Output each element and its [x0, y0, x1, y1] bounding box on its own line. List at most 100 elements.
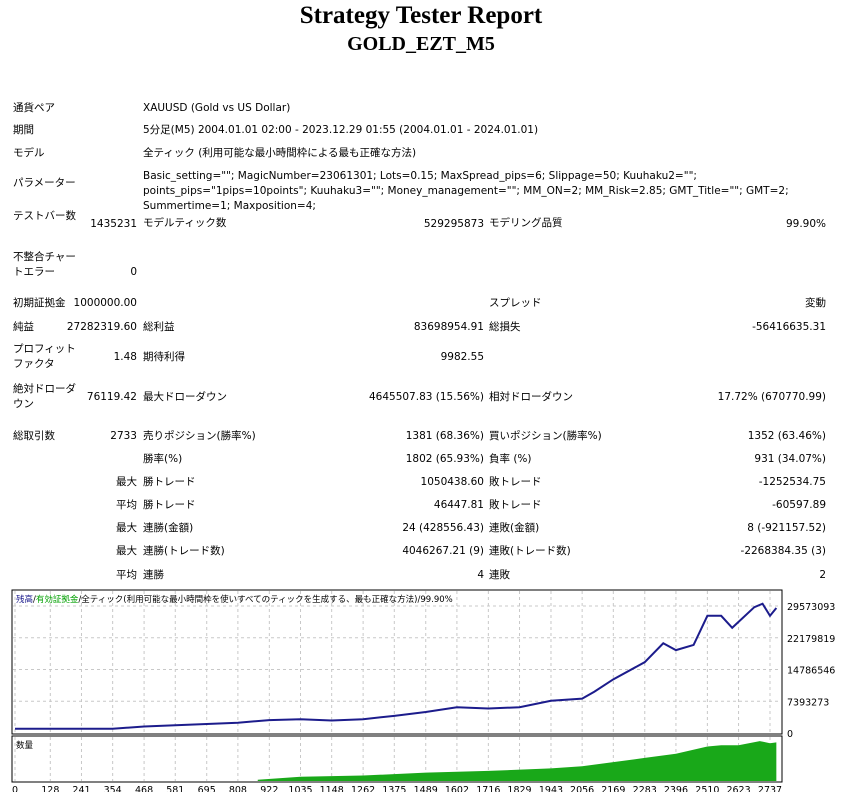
stat-prefix: 最大	[116, 476, 137, 488]
stat-label: 連勝	[143, 569, 164, 581]
x-tick-label: 2623	[726, 785, 750, 792]
stat-value: 0	[130, 266, 137, 278]
info-label: 通貨ペア	[13, 102, 55, 114]
y-tick-label: 0	[787, 729, 793, 740]
stat-value: 4	[477, 569, 484, 581]
info-value: 5分足(M5) 2004.01.01 02:00 - 2023.12.29 01…	[143, 124, 539, 136]
x-tick-label: 354	[104, 785, 122, 792]
stat-label: 連勝(金額)	[143, 522, 194, 534]
x-tick-label: 2169	[601, 785, 625, 792]
stat-value: 1381 (68.36%)	[405, 430, 484, 442]
stat-label: 期待利得	[143, 351, 185, 363]
stat-label: 不整合チャートエラー	[13, 251, 76, 278]
stat-label: 敗トレード	[489, 476, 542, 488]
x-tick-label: 2056	[570, 785, 594, 792]
stat-value: -56416635.31	[752, 321, 826, 333]
info-label: モデル	[13, 147, 45, 159]
stat-value: 4046267.21 (9)	[402, 545, 484, 557]
report-subtitle: GOLD_EZT_M5	[347, 33, 495, 55]
x-tick-label: 128	[41, 785, 59, 792]
stat-value: 83698954.91	[413, 321, 484, 333]
x-tick-label: 2283	[633, 785, 657, 792]
stat-label: 総利益	[143, 321, 175, 333]
stat-label: 勝トレード	[143, 476, 196, 488]
volume-label: 数量	[16, 740, 34, 751]
stat-value: 1000000.00	[73, 297, 137, 309]
x-tick-label: 695	[198, 785, 216, 792]
x-tick-label: 581	[166, 785, 184, 792]
stat-label: 買いポジション(勝率%)	[489, 430, 602, 442]
x-tick-label: 241	[72, 785, 90, 792]
stat-label: 最大ドローダウン	[143, 391, 227, 403]
info-value: XAUUSD (Gold vs US Dollar)	[143, 102, 291, 114]
stat-value: 17.72% (670770.99)	[717, 391, 826, 403]
stat-label: 勝トレード	[143, 499, 196, 511]
stat-value: 1435231	[90, 218, 137, 230]
stat-prefix: 平均	[116, 569, 137, 581]
legend-balance: 残高	[16, 594, 33, 605]
x-tick-label: 2396	[664, 785, 688, 792]
stat-label: テストバー数	[13, 210, 76, 222]
y-tick-label: 29573093	[787, 602, 835, 613]
stat-value: 1802 (65.93%)	[405, 453, 484, 465]
y-tick-label: 7393273	[787, 697, 829, 708]
x-tick-label: 1035	[288, 785, 312, 792]
legend-sep: /	[78, 595, 81, 605]
stat-value: 1352 (63.46%)	[747, 430, 826, 442]
stat-value: -60597.89	[772, 499, 826, 511]
info-value: 全ティック (利用可能な最小時間枠による最も正確な方法)	[143, 147, 417, 159]
price-panel	[11, 589, 783, 735]
stat-label: スプレッド	[489, 297, 542, 309]
stat-value: 9982.55	[440, 351, 484, 363]
y-tick-label: 22179819	[787, 634, 835, 645]
legend-equity: 有効証拠金	[36, 594, 79, 605]
legend-sep: /	[417, 595, 420, 605]
stat-label: 連敗(トレード数)	[489, 545, 571, 557]
stat-value: 4645507.83 (15.56%)	[368, 391, 484, 403]
stat-label: 売りポジション(勝率%)	[143, 430, 256, 442]
volume-area	[257, 741, 777, 781]
balance-chart: 0 128 241 354 468 581 695 808 922 1035 1148 1262 137…	[11, 589, 835, 792]
stat-value: 99.90%	[785, 218, 826, 230]
stat-value: 24 (428556.43)	[402, 522, 484, 534]
stat-value: 27282319.60	[66, 321, 137, 333]
stat-value: 76119.42	[86, 391, 137, 403]
x-tick-label: 468	[135, 785, 153, 792]
stat-label: 純益	[13, 321, 34, 333]
y-tick-label: 14786546	[787, 666, 835, 677]
stat-value: 2733	[110, 430, 137, 442]
x-tick-label: 2510	[695, 785, 719, 792]
stat-label: 敗トレード	[489, 499, 542, 511]
stat-value: 変動	[805, 297, 826, 309]
stat-prefix: 最大	[116, 545, 137, 557]
info-label: パラメーター	[13, 177, 76, 189]
balance-line	[15, 602, 778, 730]
x-tick-label: 2737	[758, 785, 782, 792]
stat-value: 1050438.60	[420, 476, 484, 488]
stat-label: 初期証拠金	[13, 297, 66, 309]
x-tick-label: 1489	[414, 785, 438, 792]
legend-sep: /	[33, 595, 36, 605]
stat-label: モデルティック数	[143, 217, 227, 229]
stat-label: 総取引数	[13, 430, 55, 442]
x-tick-label: 1602	[445, 785, 469, 792]
x-tick-label: 1262	[351, 785, 375, 792]
x-tick-label: 1829	[507, 785, 531, 792]
stat-label: 勝率(%)	[143, 453, 183, 465]
stat-value: 931 (34.07%)	[754, 453, 826, 465]
stat-label: 相対ドローダウン	[489, 391, 573, 403]
stat-value: -1252534.75	[758, 476, 826, 488]
stat-value: 2	[819, 569, 826, 581]
x-tick-label: 922	[260, 785, 278, 792]
legend-model: 全ティック(利用可能な最小時間枠を使いすべてのティックを生成する、最も正確な方法…	[81, 594, 417, 605]
x-tick-label: 1148	[320, 785, 344, 792]
stat-label: プロフィットファクタ	[13, 343, 76, 370]
x-tick-label: 1943	[539, 785, 563, 792]
stat-value: 1.48	[113, 351, 137, 363]
stat-prefix: 最大	[116, 522, 137, 534]
stat-label: 総損失	[489, 321, 521, 333]
stat-label: 連敗	[489, 569, 510, 581]
info-label: 期間	[13, 124, 34, 136]
x-tick-label: 1716	[476, 785, 500, 792]
stat-label: モデリング品質	[489, 217, 563, 229]
